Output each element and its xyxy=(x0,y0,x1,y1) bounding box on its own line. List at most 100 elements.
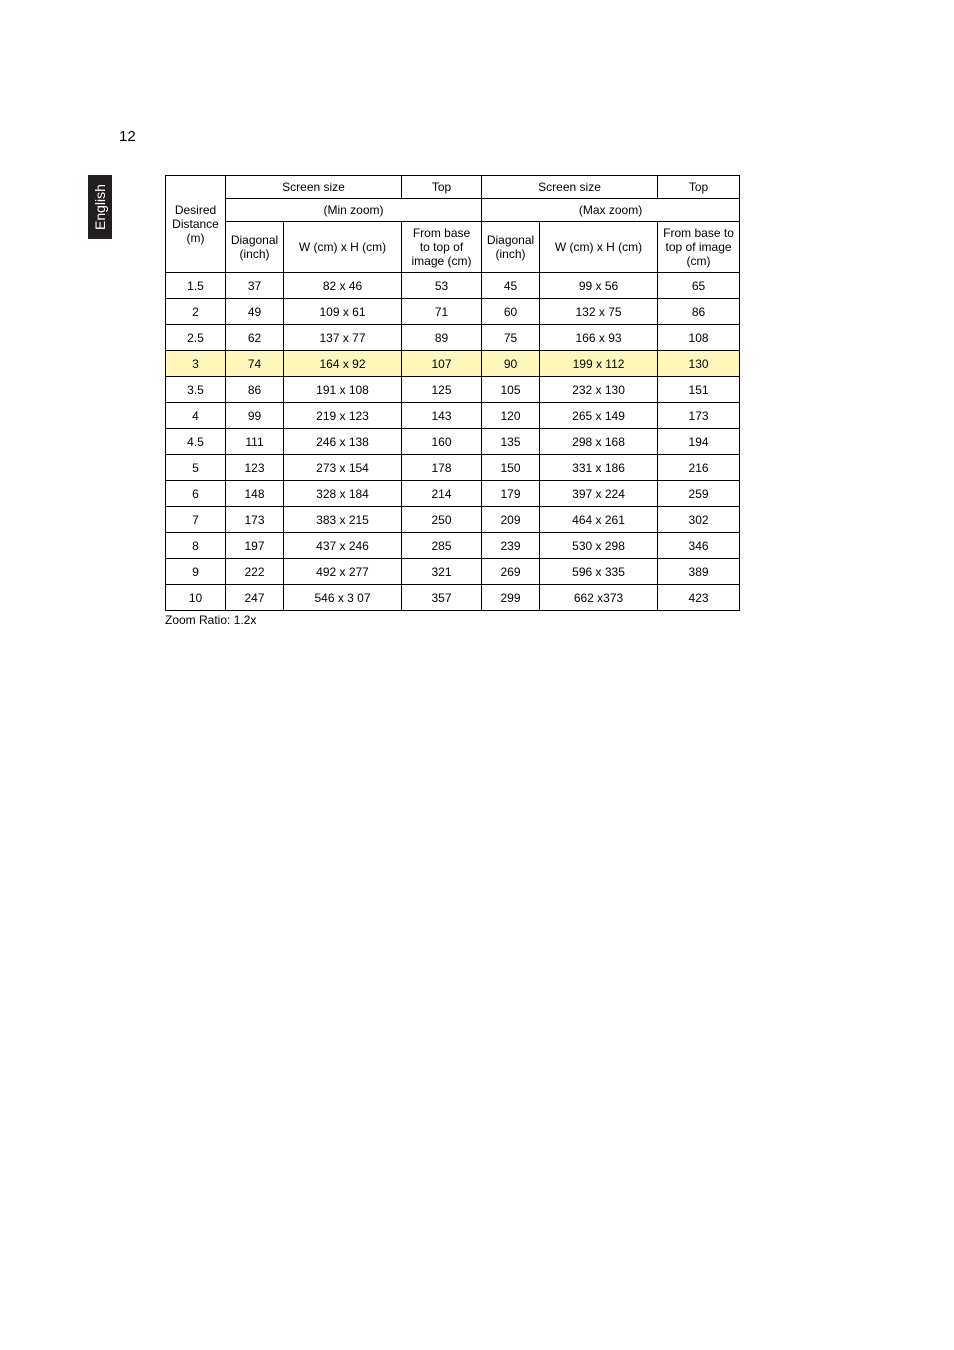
table-cell: 250 xyxy=(402,507,482,533)
table-cell: 9 xyxy=(166,559,226,585)
table-cell: 86 xyxy=(658,299,740,325)
table-cell: 82 x 46 xyxy=(284,273,402,299)
table-cell: 135 xyxy=(482,429,540,455)
table-cell: 107 xyxy=(402,351,482,377)
table-row: 374164 x 9210790199 x 112130 xyxy=(166,351,740,377)
table-cell: 2 xyxy=(166,299,226,325)
th-max-zoom: (Max zoom) xyxy=(482,199,740,222)
table-cell: 132 x 75 xyxy=(540,299,658,325)
table-cell: 108 xyxy=(658,325,740,351)
table-cell: 160 xyxy=(402,429,482,455)
zoom-table: DesiredDistance(m) Screen size Top Scree… xyxy=(165,175,740,611)
table-cell: 219 x 123 xyxy=(284,403,402,429)
table-cell: 209 xyxy=(482,507,540,533)
table-cell: 265 x 149 xyxy=(540,403,658,429)
table-cell: 4.5 xyxy=(166,429,226,455)
table-cell: 173 xyxy=(658,403,740,429)
table-row: 10247546 x 3 07357299662 x373423 xyxy=(166,585,740,611)
table-caption: Zoom Ratio: 1.2x xyxy=(165,613,740,627)
table-cell: 130 xyxy=(658,351,740,377)
table-cell: 148 xyxy=(226,481,284,507)
table-body: 1.53782 x 46534599 x 5665249109 x 617160… xyxy=(166,273,740,611)
table-cell: 321 xyxy=(402,559,482,585)
table-cell: 546 x 3 07 xyxy=(284,585,402,611)
table-cell: 111 xyxy=(226,429,284,455)
table-cell: 2.5 xyxy=(166,325,226,351)
table-cell: 397 x 224 xyxy=(540,481,658,507)
th-frombase-min: From baseto top ofimage (cm) xyxy=(402,222,482,273)
table-cell: 7 xyxy=(166,507,226,533)
table-cell: 71 xyxy=(402,299,482,325)
table-row: 5123273 x 154178150331 x 186216 xyxy=(166,455,740,481)
table-cell: 120 xyxy=(482,403,540,429)
table-cell: 178 xyxy=(402,455,482,481)
table-cell: 269 xyxy=(482,559,540,585)
table-cell: 232 x 130 xyxy=(540,377,658,403)
table-cell: 53 xyxy=(402,273,482,299)
table-container: DesiredDistance(m) Screen size Top Scree… xyxy=(165,175,740,627)
table-cell: 8 xyxy=(166,533,226,559)
th-top-min: Top xyxy=(402,176,482,199)
table-cell: 109 x 61 xyxy=(284,299,402,325)
table-cell: 357 xyxy=(402,585,482,611)
table-cell: 214 xyxy=(402,481,482,507)
table-row: 3.586191 x 108125105232 x 130151 xyxy=(166,377,740,403)
table-row: 249109 x 617160132 x 7586 xyxy=(166,299,740,325)
table-row: 9222492 x 277321269596 x 335389 xyxy=(166,559,740,585)
table-cell: 6 xyxy=(166,481,226,507)
table-cell: 10 xyxy=(166,585,226,611)
th-screen-size-min: Screen size xyxy=(226,176,402,199)
th-wh-max: W (cm) x H (cm) xyxy=(540,222,658,273)
table-row: 499219 x 123143120265 x 149173 xyxy=(166,403,740,429)
th-wh-min: W (cm) x H (cm) xyxy=(284,222,402,273)
th-top-max: Top xyxy=(658,176,740,199)
table-cell: 197 xyxy=(226,533,284,559)
table-row: 2.562137 x 778975166 x 93108 xyxy=(166,325,740,351)
table-cell: 3.5 xyxy=(166,377,226,403)
table-cell: 99 xyxy=(226,403,284,429)
table-row: 4.5111246 x 138160135298 x 168194 xyxy=(166,429,740,455)
table-cell: 239 xyxy=(482,533,540,559)
table-cell: 331 x 186 xyxy=(540,455,658,481)
table-cell: 166 x 93 xyxy=(540,325,658,351)
table-cell: 273 x 154 xyxy=(284,455,402,481)
table-cell: 3 xyxy=(166,351,226,377)
table-cell: 45 xyxy=(482,273,540,299)
table-cell: 143 xyxy=(402,403,482,429)
table-cell: 302 xyxy=(658,507,740,533)
table-cell: 596 x 335 xyxy=(540,559,658,585)
page-number: 12 xyxy=(119,128,136,145)
table-cell: 662 x373 xyxy=(540,585,658,611)
table-cell: 173 xyxy=(226,507,284,533)
table-cell: 99 x 56 xyxy=(540,273,658,299)
table-cell: 86 xyxy=(226,377,284,403)
table-cell: 194 xyxy=(658,429,740,455)
table-cell: 74 xyxy=(226,351,284,377)
table-cell: 222 xyxy=(226,559,284,585)
table-row: 7173383 x 215250209464 x 261302 xyxy=(166,507,740,533)
table-cell: 246 x 138 xyxy=(284,429,402,455)
table-cell: 1.5 xyxy=(166,273,226,299)
table-cell: 299 xyxy=(482,585,540,611)
table-row: 1.53782 x 46534599 x 5665 xyxy=(166,273,740,299)
table-cell: 164 x 92 xyxy=(284,351,402,377)
table-cell: 216 xyxy=(658,455,740,481)
language-tab: English xyxy=(88,175,112,239)
table-cell: 298 x 168 xyxy=(540,429,658,455)
th-distance: DesiredDistance(m) xyxy=(166,176,226,273)
table-cell: 285 xyxy=(402,533,482,559)
th-frombase-max: From base totop of image(cm) xyxy=(658,222,740,273)
table-cell: 137 x 77 xyxy=(284,325,402,351)
table-cell: 125 xyxy=(402,377,482,403)
table-cell: 247 xyxy=(226,585,284,611)
table-cell: 62 xyxy=(226,325,284,351)
table-cell: 383 x 215 xyxy=(284,507,402,533)
table-row: 6148328 x 184214179397 x 224259 xyxy=(166,481,740,507)
table-cell: 49 xyxy=(226,299,284,325)
table-cell: 199 x 112 xyxy=(540,351,658,377)
table-cell: 75 xyxy=(482,325,540,351)
table-cell: 437 x 246 xyxy=(284,533,402,559)
table-cell: 346 xyxy=(658,533,740,559)
table-cell: 4 xyxy=(166,403,226,429)
table-cell: 179 xyxy=(482,481,540,507)
